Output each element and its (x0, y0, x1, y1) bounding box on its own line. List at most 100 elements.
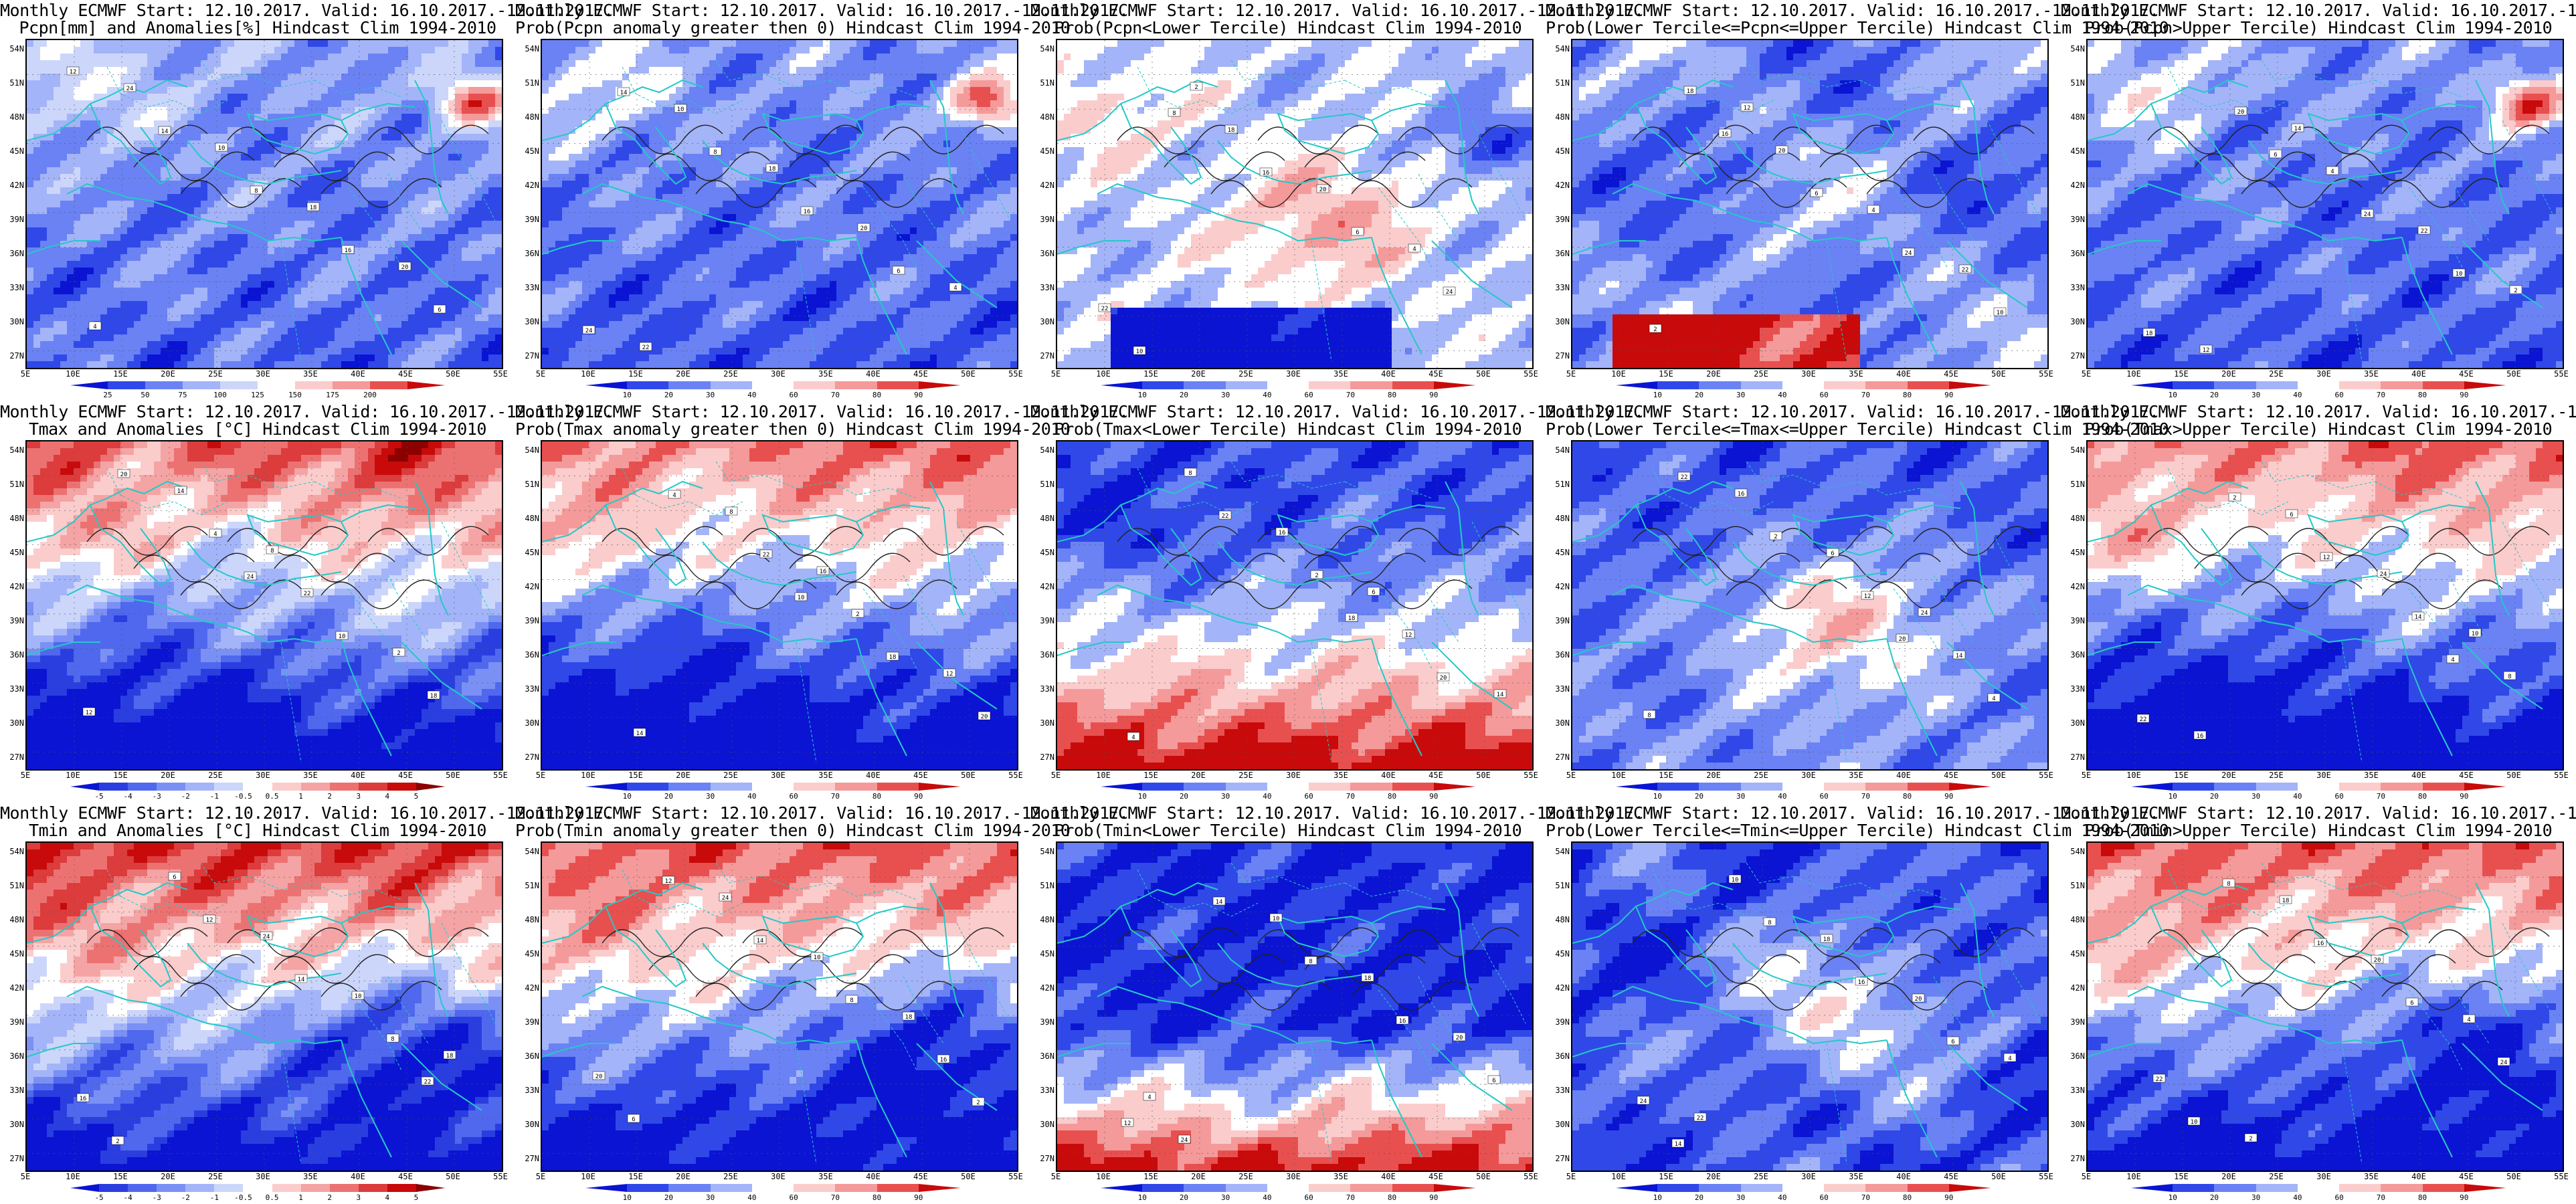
field-cell (147, 120, 155, 128)
field-cell (281, 74, 288, 81)
field-cell (54, 247, 61, 255)
field-cell (649, 114, 656, 121)
field-cell (917, 107, 924, 114)
field-cell (448, 321, 456, 328)
field-cell (328, 361, 335, 368)
field-cell (174, 194, 181, 201)
field-cell (80, 47, 88, 54)
field-cell (428, 341, 436, 348)
field-cell (562, 40, 569, 47)
field-cell (120, 268, 128, 275)
field-cell (40, 241, 48, 248)
field-cell (442, 328, 449, 335)
field-cell (154, 234, 161, 241)
field-cell (368, 174, 375, 181)
field-cell (368, 361, 375, 368)
field-cell (234, 241, 242, 248)
field-cell (100, 134, 108, 141)
field-cell (482, 254, 489, 262)
field-cell (321, 54, 329, 61)
field-cell (442, 174, 449, 181)
field-cell (120, 67, 128, 74)
field-cell (87, 87, 94, 94)
field-cell (33, 348, 41, 355)
field-cell (227, 140, 235, 148)
contour-line (274, 151, 395, 181)
field-cell (890, 120, 897, 128)
field-cell (368, 268, 375, 275)
field-cell (923, 161, 931, 168)
field-cell (455, 328, 462, 335)
field-cell (74, 194, 81, 201)
field-cell (321, 247, 329, 255)
field-cell (368, 281, 375, 288)
field-cell (395, 221, 402, 228)
field-cell (348, 147, 355, 155)
field-cell (428, 127, 436, 134)
field-cell (810, 80, 817, 88)
field-cell (843, 67, 850, 74)
field-cell (950, 120, 957, 128)
field-cell (147, 94, 155, 101)
field-cell (314, 161, 322, 168)
field-cell (756, 127, 763, 134)
field-cell (348, 201, 355, 208)
field-cell (963, 154, 971, 161)
field-cell (716, 140, 723, 148)
field-cell (141, 281, 148, 288)
field-cell (167, 261, 175, 268)
field-cell (241, 120, 248, 128)
field-cell (161, 227, 168, 235)
field-cell (194, 74, 201, 81)
field-cell (448, 281, 456, 288)
field-cell (161, 60, 168, 68)
field-cell (642, 60, 650, 68)
field-cell (495, 174, 502, 181)
field-cell (455, 268, 462, 275)
field-cell (629, 120, 636, 128)
field-cell (361, 268, 369, 275)
field-cell (308, 348, 315, 355)
field-cell (87, 161, 94, 168)
field-cell (368, 254, 375, 262)
field-cell (709, 40, 717, 47)
field-cell (636, 120, 643, 128)
field-cell (482, 274, 489, 282)
field-cell (957, 40, 964, 47)
field-cell (201, 334, 208, 342)
field-cell (201, 301, 208, 308)
field-cell (442, 47, 449, 54)
field-cell (355, 241, 362, 248)
field-cell (662, 120, 670, 128)
field-cell (321, 100, 329, 108)
field-cell (616, 167, 623, 175)
field-cell (582, 74, 589, 81)
field-cell (207, 227, 215, 235)
field-cell (201, 161, 208, 168)
field-cell (174, 127, 181, 134)
field-cell (555, 60, 563, 68)
field-cell (54, 40, 61, 47)
field-cell (475, 268, 482, 275)
field-cell (408, 201, 416, 208)
field-cell (341, 261, 349, 268)
field-cell (970, 154, 978, 161)
station-value: 6 (433, 304, 446, 314)
field-cell (254, 227, 262, 235)
field-cell (268, 288, 275, 295)
field-cell (100, 181, 108, 188)
field-cell (428, 94, 436, 101)
field-cell (676, 167, 683, 175)
field-cell (194, 361, 201, 368)
field-cell (381, 268, 389, 275)
field-cell (187, 87, 195, 94)
field-cell (602, 140, 610, 148)
field-cell (321, 214, 329, 221)
field-cell (984, 60, 991, 68)
field-cell (856, 107, 864, 114)
field-cell (569, 134, 576, 141)
field-cell (114, 221, 121, 228)
field-cell (314, 268, 322, 275)
field-cell (348, 234, 355, 241)
